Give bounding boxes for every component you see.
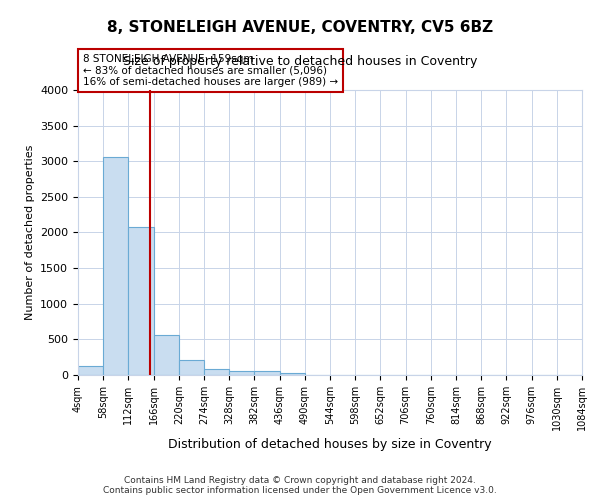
Bar xyxy=(204,368,229,375)
Bar xyxy=(154,335,179,375)
Bar xyxy=(78,366,103,375)
Y-axis label: Number of detached properties: Number of detached properties xyxy=(25,145,35,320)
X-axis label: Distribution of detached houses by size in Coventry: Distribution of detached houses by size … xyxy=(168,438,492,452)
Bar xyxy=(229,370,254,375)
Bar xyxy=(128,227,154,375)
Text: Contains HM Land Registry data © Crown copyright and database right 2024.: Contains HM Land Registry data © Crown c… xyxy=(124,476,476,485)
Bar xyxy=(254,371,280,375)
Text: 8 STONELEIGH AVENUE: 159sqm
← 83% of detached houses are smaller (5,096)
16% of : 8 STONELEIGH AVENUE: 159sqm ← 83% of det… xyxy=(83,54,338,87)
Bar xyxy=(280,373,305,375)
Bar xyxy=(103,157,128,375)
Text: 8, STONELEIGH AVENUE, COVENTRY, CV5 6BZ: 8, STONELEIGH AVENUE, COVENTRY, CV5 6BZ xyxy=(107,20,493,35)
Bar xyxy=(179,360,204,375)
Text: Size of property relative to detached houses in Coventry: Size of property relative to detached ho… xyxy=(123,55,477,68)
Text: Contains public sector information licensed under the Open Government Licence v3: Contains public sector information licen… xyxy=(103,486,497,495)
